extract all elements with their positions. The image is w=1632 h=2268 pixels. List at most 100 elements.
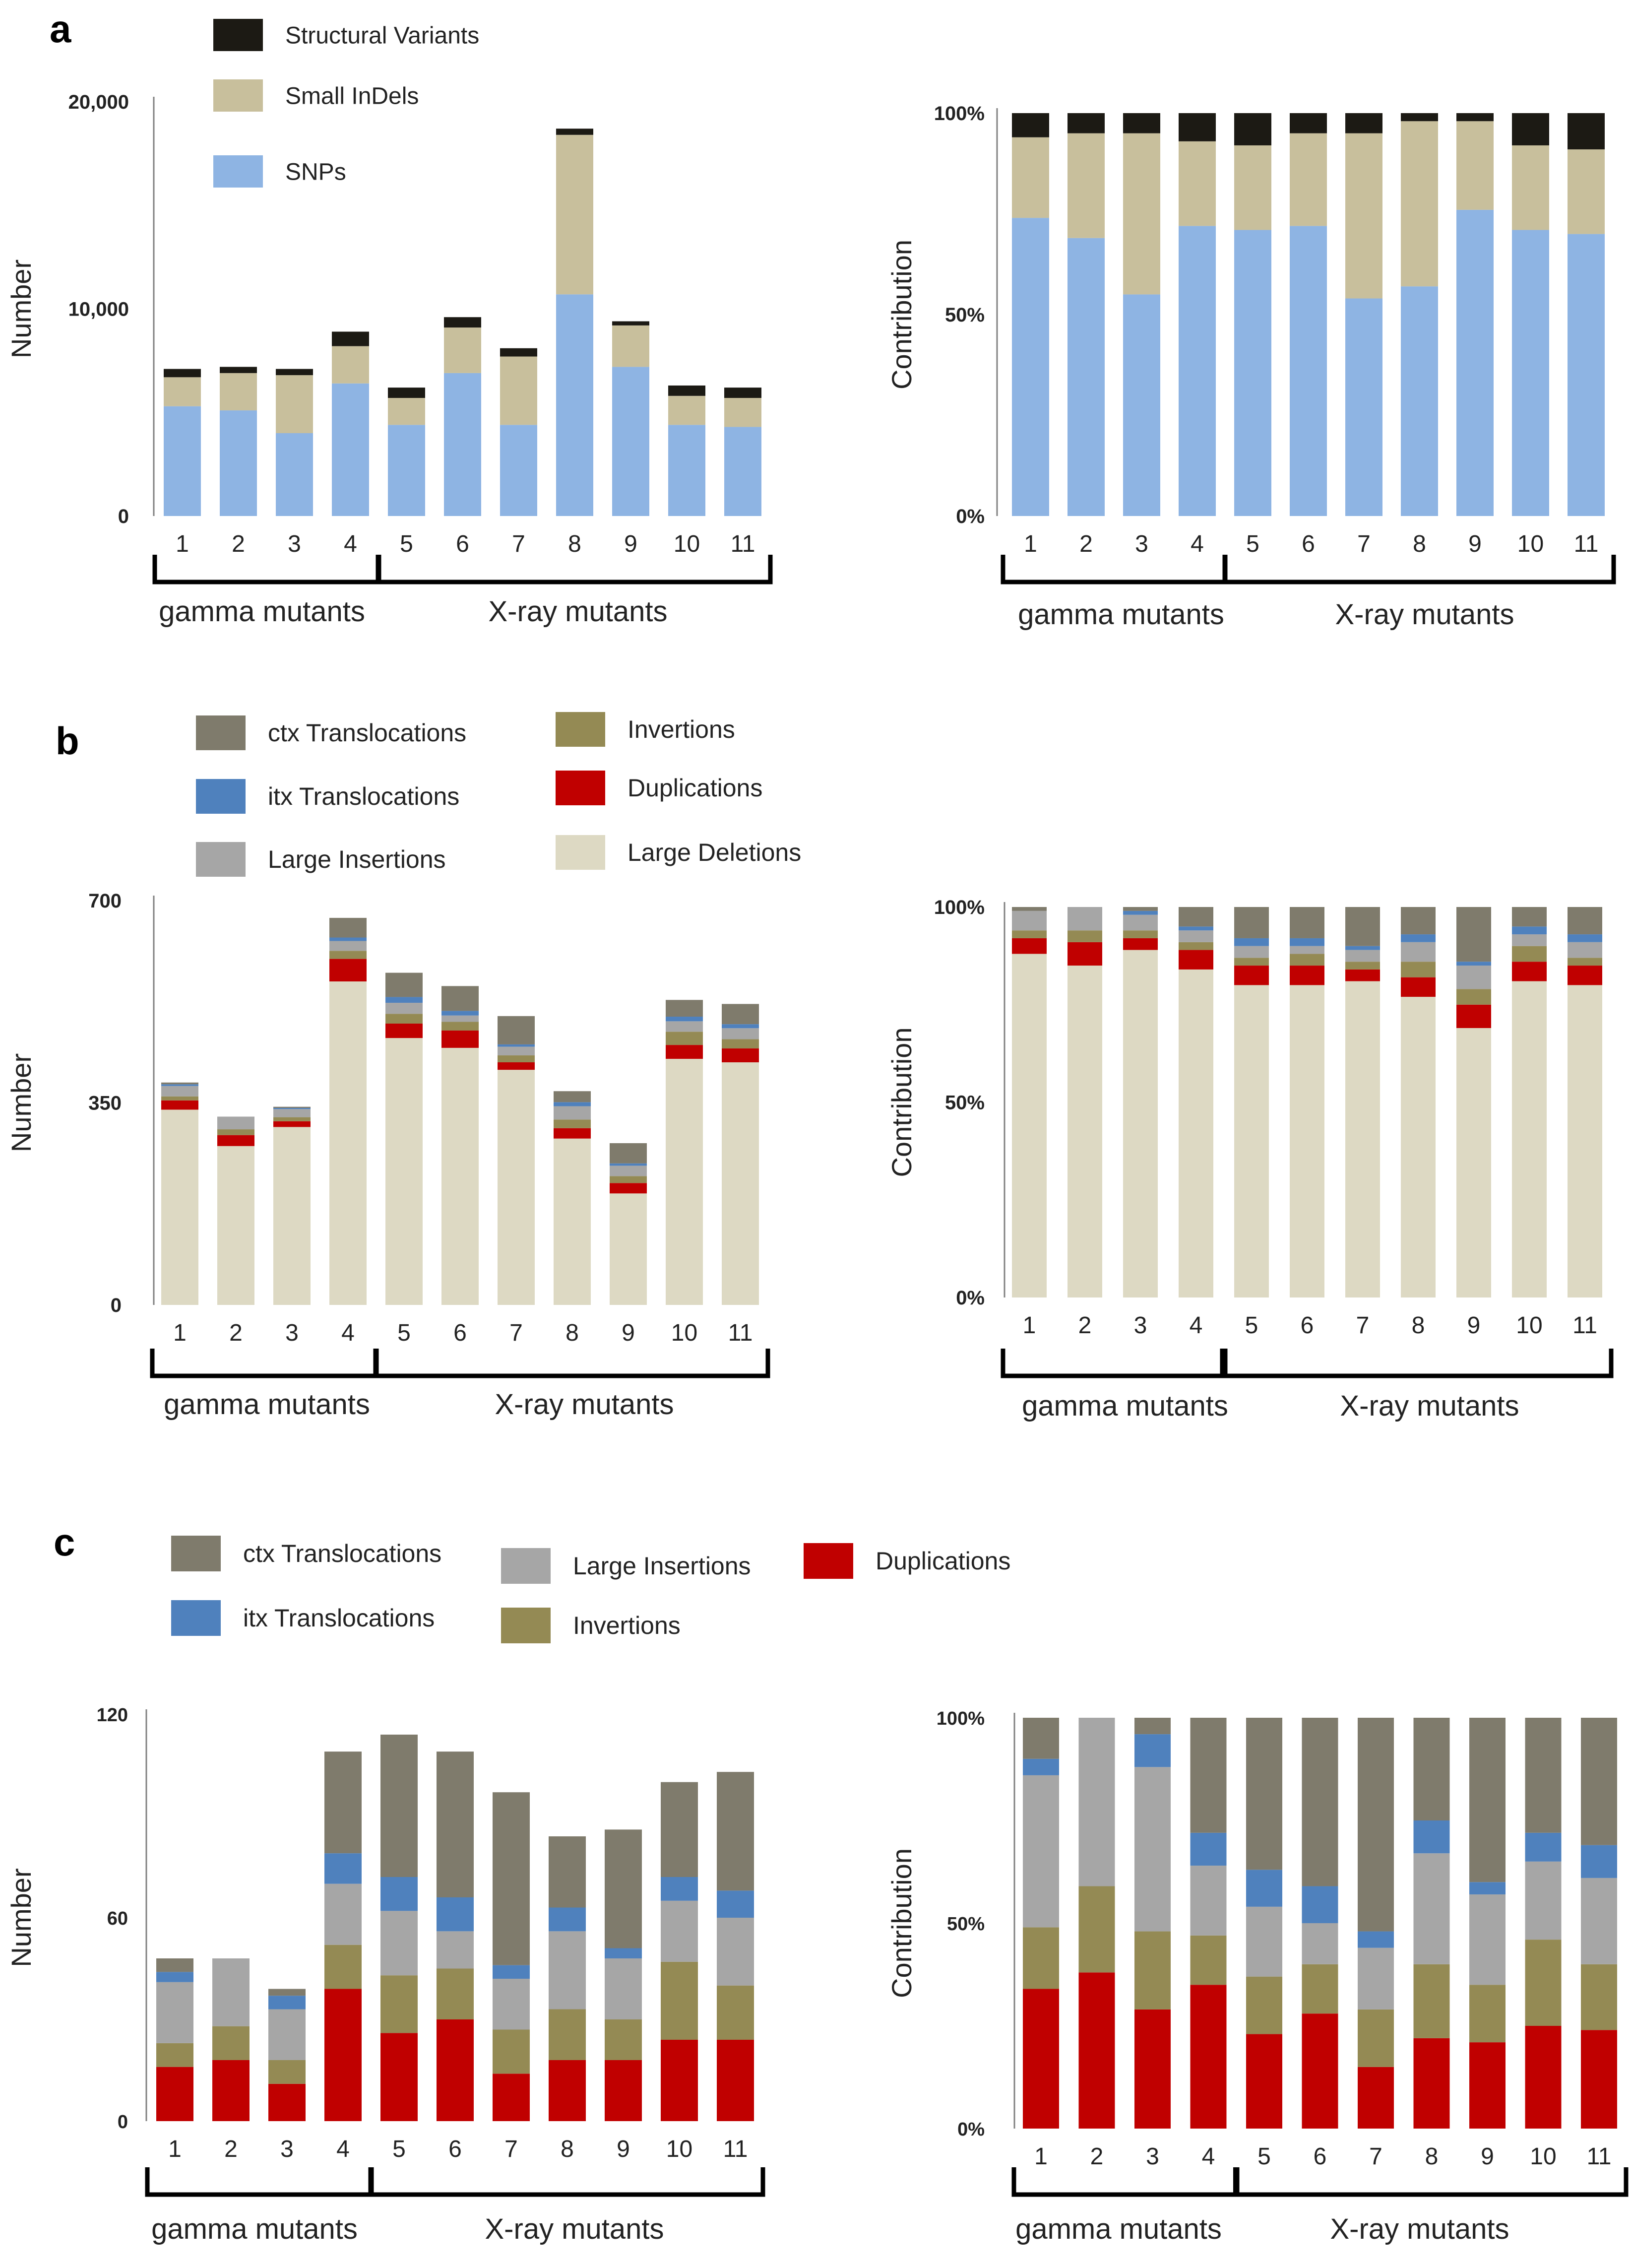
- bar-structural-variants: [1012, 113, 1049, 137]
- x-tick-label: 2: [1079, 531, 1093, 557]
- bar-large-insertions: [212, 1958, 250, 2026]
- bar-large-insertions: [493, 1979, 530, 2030]
- x-tick-label: 9: [622, 1320, 635, 1346]
- bar-duplications: [1568, 966, 1602, 985]
- bar-invertions: [1134, 1931, 1171, 2009]
- legend-swatch-duplications: [804, 1543, 853, 1579]
- x-tick-label: 3: [280, 2136, 294, 2162]
- bar-small-indels: [1179, 141, 1216, 226]
- bar-large-insertions: [217, 1116, 254, 1130]
- bar-duplications: [1401, 977, 1436, 997]
- bar-structural-variants: [1067, 113, 1105, 133]
- x-tick-label: 11: [1574, 531, 1599, 557]
- bar-small-indels: [1345, 133, 1382, 299]
- bar-itx-translocations: [1290, 938, 1324, 946]
- bar-large-insertions: [156, 1982, 193, 2043]
- group-label-gamma: gamma mutants: [159, 595, 365, 628]
- x-tick-label: 4: [1190, 1312, 1203, 1339]
- bracket-xray: [374, 1349, 770, 1378]
- x-tick-label: 10: [1530, 2143, 1556, 2170]
- bar-itx-translocations: [385, 997, 423, 1003]
- y-axis-title: Number: [5, 1053, 37, 1152]
- legend-swatch-itx-translocations: [196, 779, 246, 814]
- bar-itx-translocations: [1413, 1820, 1450, 1854]
- x-tick-label: 6: [453, 1320, 467, 1346]
- bar-duplications: [437, 2019, 474, 2121]
- bracket-gamma: [1001, 555, 1227, 584]
- bar-large-insertions: [441, 1015, 479, 1022]
- bar-snps: [668, 425, 705, 516]
- bar-snps: [556, 294, 593, 516]
- legend-swatch-small-indels: [213, 79, 263, 112]
- x-tick-label: 9: [1468, 531, 1482, 557]
- x-tick-label: 9: [617, 2136, 630, 2162]
- legend-swatch-itx-translocations: [171, 1600, 221, 1636]
- bar-ctx-translocations: [1469, 1718, 1506, 1882]
- bar-ctx-translocations: [610, 1143, 647, 1164]
- bar-invertions: [324, 1944, 362, 1989]
- bar-ctx-translocations: [1525, 1718, 1562, 1833]
- bar-invertions: [1067, 930, 1102, 942]
- bar-structural-variants: [668, 385, 705, 396]
- group-label-gamma: gamma mutants: [151, 2213, 358, 2245]
- bar-itx-translocations: [273, 1107, 311, 1109]
- bracket-gamma: [1001, 1349, 1225, 1378]
- bar-large-insertions: [324, 1883, 362, 1945]
- panel-label-a: a: [50, 7, 71, 51]
- bar-duplications: [1012, 938, 1047, 954]
- bar-itx-translocations: [1568, 934, 1602, 942]
- y-tick-label: 0: [118, 506, 129, 527]
- bar-itx-translocations: [722, 1024, 759, 1029]
- bar-structural-variants: [276, 369, 313, 376]
- legend-swatch-invertions: [501, 1608, 551, 1643]
- bar-duplications: [385, 1023, 423, 1038]
- bar-large-deletions: [1123, 950, 1158, 1297]
- legend-swatch-invertions: [556, 712, 605, 747]
- y-tick-label: 0: [111, 1295, 122, 1316]
- bar-large-insertions: [1179, 930, 1213, 942]
- bracket-gamma: [1011, 2167, 1238, 2197]
- bar-itx-translocations: [380, 1877, 418, 1911]
- x-tick-label: 5: [397, 1320, 411, 1346]
- bar-invertions: [498, 1055, 535, 1062]
- bar-invertions: [666, 1032, 703, 1045]
- bracket-xray: [369, 2167, 765, 2197]
- bar-large-insertions: [1358, 1947, 1394, 2009]
- bar-small-indels: [332, 346, 369, 384]
- bar-ctx-translocations: [380, 1735, 418, 1877]
- y-tick-label: 50%: [945, 304, 985, 326]
- bar-duplications: [1134, 2009, 1171, 2129]
- bar-ctx-translocations: [717, 1772, 754, 1891]
- bar-duplications: [1345, 969, 1380, 981]
- bar-invertions: [156, 2043, 193, 2067]
- bar-invertions: [661, 1961, 698, 2040]
- x-tick-label: 6: [1314, 2143, 1327, 2170]
- bar-small-indels: [1067, 133, 1105, 238]
- bar-duplications: [1023, 1989, 1059, 2129]
- legend-label-ctx-translocations: ctx Translocations: [243, 1540, 441, 1567]
- bar-invertions: [380, 1975, 418, 2033]
- bar-invertions: [385, 1014, 423, 1024]
- bar-small-indels: [1456, 121, 1494, 210]
- y-tick-label: 20,000: [68, 91, 129, 113]
- panel-label-c: c: [54, 1520, 75, 1564]
- group-label-xray: X-ray mutants: [1330, 2213, 1509, 2245]
- x-tick-label: 4: [1191, 531, 1204, 557]
- bar-large-insertions: [1413, 1853, 1450, 1964]
- bar-large-deletions: [1512, 981, 1547, 1297]
- bar-large-deletions: [1345, 981, 1380, 1297]
- x-tick-label: 5: [392, 2136, 406, 2162]
- bar-large-insertions: [1512, 934, 1547, 946]
- x-tick-label: 9: [624, 531, 637, 557]
- bar-small-indels: [164, 377, 201, 406]
- bar-large-deletions: [1456, 1028, 1491, 1297]
- x-tick-label: 10: [674, 531, 700, 557]
- y-tick-label: 100%: [937, 1708, 985, 1729]
- x-tick-label: 2: [224, 2136, 238, 2162]
- bar-small-indels: [1512, 145, 1549, 230]
- bar-ctx-translocations: [498, 1016, 535, 1044]
- bar-ctx-translocations: [437, 1751, 474, 1897]
- legend-swatch-duplications: [556, 771, 605, 805]
- x-tick-label: 6: [448, 2136, 462, 2162]
